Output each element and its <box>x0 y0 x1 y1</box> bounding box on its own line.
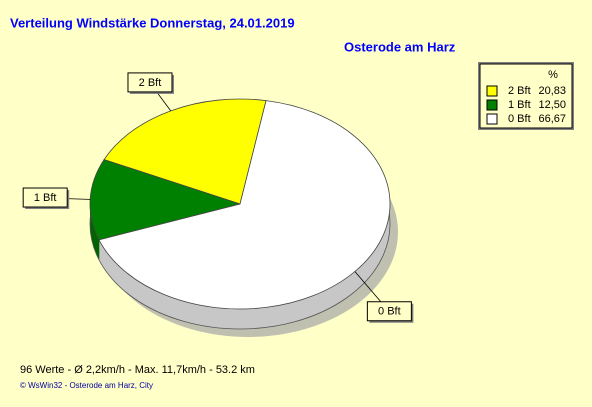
legend-value: 66,67 <box>538 113 566 125</box>
legend-swatch <box>486 113 498 125</box>
legend-title: % <box>548 69 558 81</box>
credit: © WsWin32 - Osterode am Harz, City <box>20 381 153 390</box>
legend-swatch <box>486 99 498 111</box>
chart-subtitle: Osterode am Harz <box>344 39 456 54</box>
legend-label: 1 Bft <box>508 99 531 111</box>
callout-box <box>127 72 173 93</box>
legend-swatch <box>486 85 498 97</box>
callout-label: 2 Bft <box>139 77 162 89</box>
legend-value: 20,83 <box>538 85 566 97</box>
legend-label: 0 Bft <box>508 113 531 125</box>
pie-slice <box>89 159 242 241</box>
callout-box <box>366 301 412 322</box>
footer: 96 Werte - Ø 2,2km/h - Max. 11,7km/h - 5… <box>20 364 255 376</box>
callout-label: 0 Bft <box>378 306 401 318</box>
chart-title: Verteilung Windstärke Donnerstag, 24.01.… <box>10 15 295 30</box>
callout-label: 1 Bft <box>34 192 57 204</box>
legend-label: 2 Bft <box>508 85 531 97</box>
legend-value: 12,50 <box>538 99 566 111</box>
callout-box <box>22 187 68 208</box>
